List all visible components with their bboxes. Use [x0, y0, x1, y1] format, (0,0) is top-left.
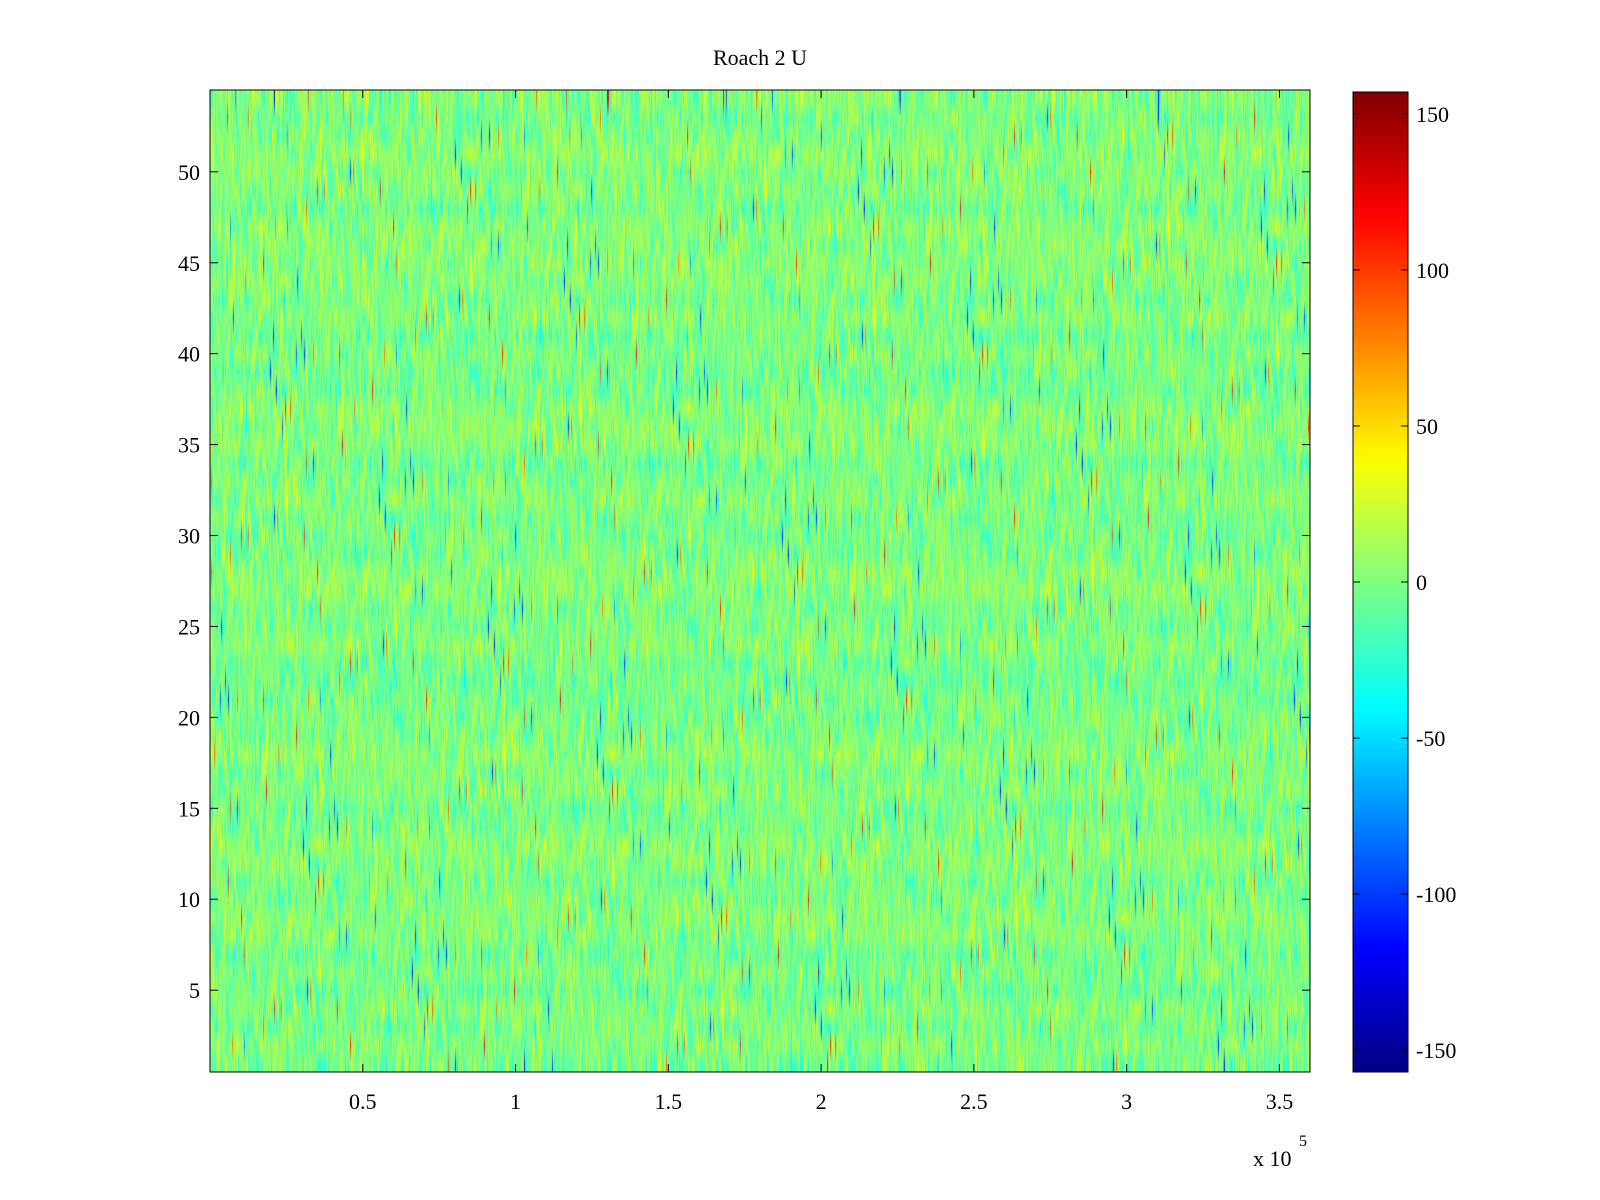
x-tick-label: 3	[1121, 1089, 1132, 1114]
colorbar-tick-label: -100	[1416, 882, 1456, 907]
colorbar-gradient	[1353, 92, 1408, 1072]
x-tick-label: 0.5	[349, 1089, 377, 1114]
colorbar-ticks: 150 100 50 0 -50 -100 -150	[1353, 102, 1456, 1063]
colorbar: 150 100 50 0 -50 -100 -150	[1352, 91, 1456, 1073]
y-tick-label: 25	[178, 614, 200, 639]
y-tick-label: 20	[178, 705, 200, 730]
y-tick-label: 30	[178, 524, 200, 549]
colorbar-tick-label: 0	[1416, 570, 1427, 595]
x-tick-label: 1	[510, 1089, 521, 1114]
plot-frame	[209, 89, 1311, 1073]
colorbar-tick-label: 50	[1416, 414, 1438, 439]
chart-title: Roach 2 U	[713, 45, 807, 70]
colorbar-tick-label: 150	[1416, 102, 1449, 127]
x-tick-label: 2	[816, 1089, 827, 1114]
y-tick-label: 45	[178, 251, 200, 276]
y-tick-label: 35	[178, 433, 200, 458]
colorbar-tick-label: 100	[1416, 258, 1449, 283]
x-tick-label: 3.5	[1266, 1089, 1294, 1114]
y-tick-label: 5	[189, 978, 200, 1003]
y-tick-label: 40	[178, 342, 200, 367]
colorbar-tick-label: -150	[1416, 1038, 1456, 1063]
x-tick-label: 2.5	[960, 1089, 988, 1114]
y-axis: 5 10 15 20 25 30 35 40 45 50	[178, 160, 1310, 1003]
heatmap-image	[210, 90, 1310, 1072]
x-tick-label: 1.5	[655, 1089, 683, 1114]
colorbar-tick-label: -50	[1416, 726, 1445, 751]
y-tick-label: 50	[178, 160, 200, 185]
heatmap-plot-area	[209, 89, 1311, 1073]
x-axis-exponent-power: 5	[1299, 1133, 1307, 1150]
y-tick-label: 15	[178, 796, 200, 821]
x-axis: 0.5 1 1.5 2 2.5 3 3.5	[349, 90, 1293, 1114]
y-tick-label: 10	[178, 887, 200, 912]
x-axis-exponent-label: x 10	[1253, 1146, 1292, 1171]
